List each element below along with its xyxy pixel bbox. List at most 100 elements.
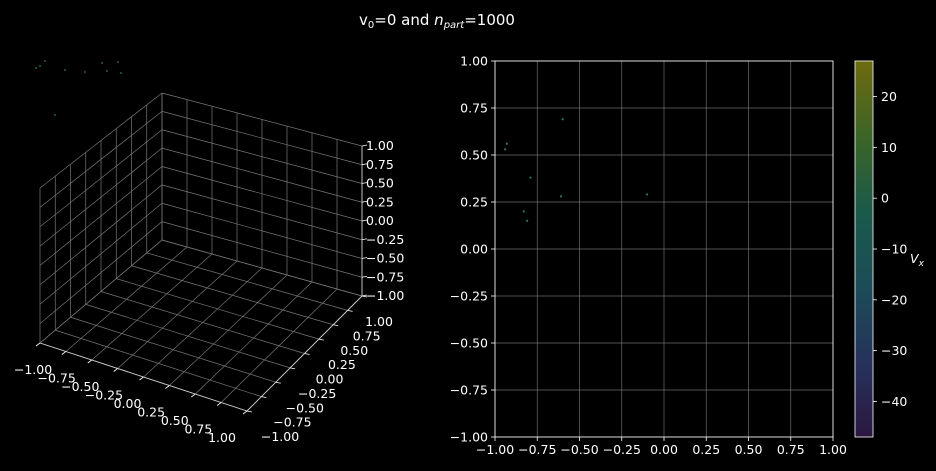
y3d-tick [318, 338, 324, 341]
x-tick-label: 0.00 [650, 442, 678, 457]
x3d-tick-label: −0.25 [85, 388, 123, 403]
x3d-tick [191, 393, 196, 398]
y3d-tick [304, 353, 310, 355]
x-tick-label: 0.50 [735, 442, 763, 457]
x3d-tick-label: 0.00 [114, 396, 142, 411]
y3d-tick-label: −1.00 [261, 429, 299, 444]
scatter-point [646, 193, 649, 196]
z3d-tick [361, 182, 368, 184]
y3d-tick-label: 0.50 [340, 343, 368, 358]
floor-gridline [100, 291, 305, 354]
colorbar-gradient [854, 60, 874, 438]
scatter3d-point [117, 61, 119, 63]
floor-gridline [85, 304, 291, 369]
z3d-tick [361, 163, 368, 166]
x3d-tick-label: 1.00 [208, 430, 236, 445]
colorbar-tick-label: −20 [881, 292, 907, 307]
floor-gridline [220, 288, 338, 403]
x3d-tick-label: 0.50 [161, 413, 189, 428]
scatter-point [559, 195, 563, 198]
figure-title: v0=0 and npart=1000 [359, 11, 515, 31]
y3d-tick-label: 0.25 [328, 357, 356, 372]
y-tick-label: 0.00 [460, 242, 488, 257]
scatter3d-point [54, 114, 56, 116]
x-tick-label: −1.00 [476, 442, 514, 457]
y3d-tick [246, 410, 253, 413]
wall-gridline [161, 147, 363, 203]
y3d-tick [290, 367, 296, 370]
scatter-point [561, 118, 564, 121]
wall-gridline [39, 129, 163, 228]
y-tick-label: 0.25 [460, 195, 488, 210]
z3d-tick [361, 257, 368, 259]
x3d-tick-label: −1.00 [14, 362, 52, 377]
y-tick-label: 0.75 [460, 101, 488, 116]
scatter3d-point [39, 65, 41, 67]
x-tick-label: −0.50 [560, 442, 598, 457]
plot-frame [494, 60, 834, 438]
x-tick-label: −0.75 [518, 442, 556, 457]
z3d-tick-label: −0.50 [366, 251, 404, 266]
z3d-tick [361, 144, 368, 147]
y-tick-label: −0.75 [450, 383, 488, 398]
z3d-tick-label: 0.75 [366, 157, 394, 172]
scatter3d-point [84, 71, 86, 73]
scatter3d-point [64, 69, 66, 71]
x-tick-label: 1.00 [819, 442, 847, 457]
x-tick-label: 0.75 [777, 442, 805, 457]
scatter-point [529, 176, 532, 179]
scatter3d-point [120, 72, 122, 74]
wall-gridline [161, 129, 363, 184]
y3d-tick [275, 381, 281, 384]
floor-gridline [169, 274, 288, 386]
colorbar-tick-label: −10 [881, 242, 907, 257]
scatter-point [504, 148, 507, 151]
colorbar-label: Vx [910, 251, 925, 269]
z3d-tick [361, 294, 368, 297]
z3d-tick-label: 0.25 [366, 194, 394, 209]
scatter3d-point [101, 62, 103, 64]
y3d-tick-label: 0.75 [353, 328, 381, 343]
colorbar-tick-label: 0 [881, 191, 889, 206]
y3d-tick-label: 1.00 [365, 314, 393, 329]
wall-gridline [161, 111, 363, 166]
x-tick-label: −0.25 [603, 442, 641, 457]
y3d-tick-label: −0.25 [298, 386, 336, 401]
x-tick-label: 0.25 [692, 442, 720, 457]
axes-3d: −1.00−0.75−0.50−0.250.000.250.500.751.00… [14, 60, 404, 445]
y-tick-label: 1.00 [460, 54, 488, 69]
x3d-tick-label: −0.50 [61, 379, 99, 394]
y3d-tick-label: −0.50 [286, 400, 324, 415]
z3d-tick-label: 0.00 [366, 213, 394, 228]
y3d-tick-label: −0.75 [273, 415, 311, 430]
wall-gridline [39, 147, 163, 247]
scatter3d-point [44, 60, 46, 62]
x3d-tick [165, 385, 170, 389]
scatter3d-point [35, 67, 37, 69]
z3d-tick-label: −1.00 [366, 288, 404, 303]
scatter-point [505, 142, 508, 145]
z3d-tick-label: −0.75 [366, 269, 404, 284]
x3d-tick [35, 342, 41, 347]
x3d-tick [61, 351, 67, 355]
wall-gridline [39, 111, 163, 208]
y3d-tick [261, 396, 267, 399]
z3d-tick [361, 219, 368, 222]
scatter-point [526, 219, 529, 222]
x3d-tick-label: 0.25 [137, 405, 165, 420]
wall-gridline [39, 166, 163, 266]
x3d-tick [113, 368, 118, 372]
y3d-tick [333, 324, 339, 327]
x3d-tick [139, 376, 144, 381]
z3d-tick [361, 200, 368, 203]
y-tick-label: −1.00 [450, 430, 488, 445]
z3d-tick-label: 1.00 [366, 138, 394, 153]
y-tick-label: −0.50 [450, 336, 488, 351]
z3d-tick-label: 0.50 [366, 176, 394, 191]
x3d-tick-label: 0.75 [184, 422, 212, 437]
scatter-point [522, 210, 525, 213]
z3d-tick [361, 275, 368, 278]
colorbar-tick-label: −40 [881, 394, 907, 409]
x3d-tick [87, 359, 92, 364]
